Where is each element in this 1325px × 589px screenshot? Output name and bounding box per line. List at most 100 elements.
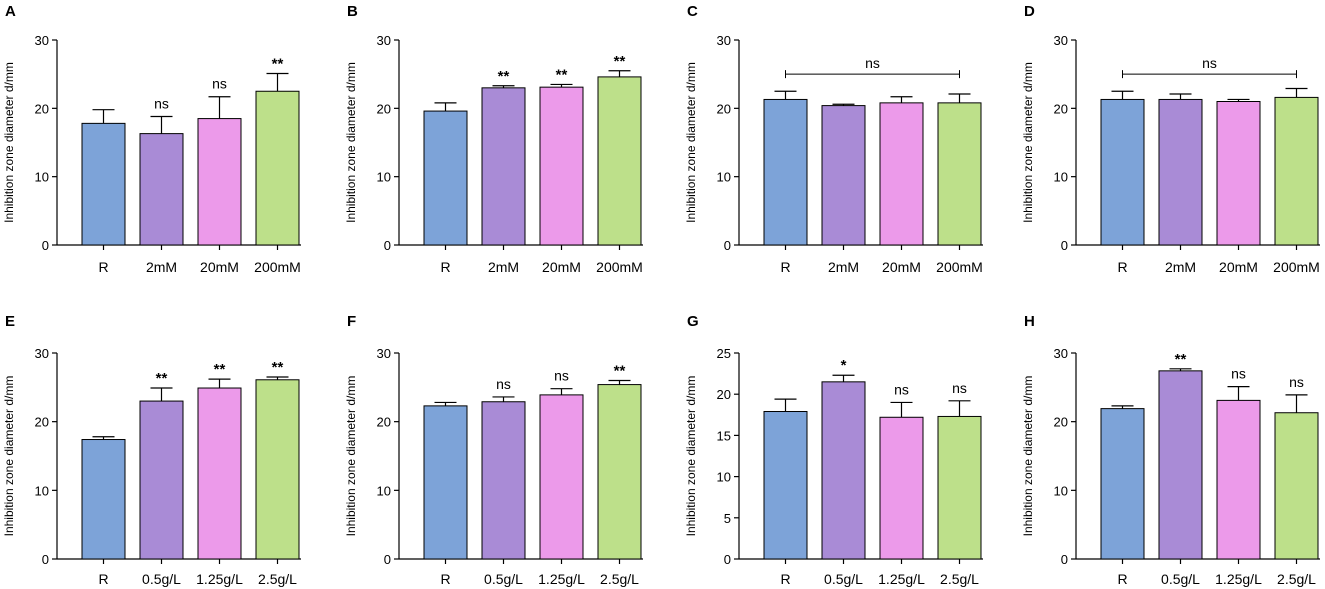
y-axis-label: Inhibition zone diameter d/mm <box>344 62 358 223</box>
significance-label: ns <box>952 380 967 396</box>
y-tick-label: 10 <box>377 170 391 185</box>
x-tick-label: 2mM <box>828 259 859 275</box>
bar <box>481 401 526 560</box>
y-tick-label: 10 <box>35 483 49 498</box>
bar <box>937 102 982 246</box>
significance-label: ** <box>498 68 510 85</box>
bar <box>139 133 184 246</box>
significance-label: ** <box>1175 351 1187 368</box>
significance-label: ns <box>496 376 511 392</box>
y-tick-label: 0 <box>384 238 391 253</box>
y-tick-label: 0 <box>1061 238 1068 253</box>
significance-label: ns <box>554 368 569 384</box>
bar <box>255 90 300 246</box>
y-tick-label: 25 <box>717 346 731 361</box>
panel-letter: F <box>347 313 356 330</box>
x-tick-label: R <box>1117 571 1127 587</box>
significance-label: ns <box>212 76 227 92</box>
y-tick-label: 30 <box>35 346 49 361</box>
y-tick-label: 10 <box>717 470 731 485</box>
bar <box>879 102 924 246</box>
y-tick-label: 20 <box>35 101 49 116</box>
significance-label: ** <box>614 362 626 379</box>
y-tick-label: 10 <box>1054 170 1068 185</box>
y-axis-label: Inhibition zone diameter d/mm <box>684 376 698 537</box>
x-tick-label: 20mM <box>200 259 239 275</box>
x-tick-label: 2mM <box>1165 259 1196 275</box>
y-tick-label: 0 <box>42 552 49 567</box>
bar <box>1216 399 1261 560</box>
y-tick-label: 30 <box>35 33 49 48</box>
bar <box>1158 98 1203 246</box>
significance-label: ns <box>154 96 169 112</box>
bar <box>197 387 242 560</box>
significance-label: ** <box>156 370 168 387</box>
x-tick-label: 200mM <box>596 259 643 275</box>
bar <box>1274 96 1319 246</box>
y-tick-label: 30 <box>377 346 391 361</box>
bar <box>481 87 526 246</box>
y-tick-label: 10 <box>377 483 391 498</box>
x-tick-label: 20mM <box>542 259 581 275</box>
panel-b: B Inhibition zone diameter d/mm 0 10 20 30 R 2m… <box>344 3 643 275</box>
x-tick-label: 20mM <box>882 259 921 275</box>
x-tick-label: R <box>98 259 108 275</box>
x-tick-label: 1.25g/L <box>878 571 925 587</box>
y-tick-label: 20 <box>717 387 731 402</box>
y-tick-label: 30 <box>377 33 391 48</box>
x-tick-label: 2.5g/L <box>600 571 639 587</box>
panel-letter: E <box>5 313 15 330</box>
significance-label: ** <box>614 53 626 70</box>
panel-letter: G <box>687 313 699 330</box>
x-tick-label: 20mM <box>1219 259 1258 275</box>
y-tick-label: 20 <box>1054 101 1068 116</box>
y-axis-label: Inhibition zone diameter d/mm <box>2 376 16 537</box>
y-tick-label: 20 <box>35 415 49 430</box>
panel-letter: D <box>1024 3 1035 20</box>
bar <box>879 416 924 560</box>
significance-label: ns <box>894 381 909 397</box>
panel-d: D Inhibition zone diameter d/mm 0 10 20 30 R 2m… <box>1021 3 1320 275</box>
bar <box>539 86 584 246</box>
x-tick-label: 200mM <box>936 259 983 275</box>
bracket-label: ns <box>1202 55 1217 71</box>
significance-label: ** <box>214 361 226 378</box>
bar <box>139 400 184 560</box>
y-tick-label: 10 <box>717 170 731 185</box>
bar <box>1100 98 1145 246</box>
bar <box>763 411 808 560</box>
significance-label: ** <box>272 55 284 72</box>
x-tick-label: R <box>1117 259 1127 275</box>
x-tick-label: R <box>98 571 108 587</box>
y-tick-label: 20 <box>377 101 391 116</box>
panel-e: E Inhibition zone diameter d/mm 0 10 20 30 R 0.… <box>2 313 301 587</box>
bar <box>821 381 866 560</box>
x-tick-label: 1.25g/L <box>538 571 585 587</box>
y-tick-label: 30 <box>717 33 731 48</box>
bar <box>197 118 242 246</box>
panel-f: F Inhibition zone diameter d/mm 0 10 20 30 R 0.… <box>344 313 643 587</box>
bar <box>539 394 584 560</box>
x-tick-label: 0.5g/L <box>484 571 523 587</box>
y-tick-label: 15 <box>717 428 731 443</box>
bar <box>597 76 642 246</box>
bar <box>1216 101 1261 246</box>
bracket-label: ns <box>865 55 880 71</box>
x-tick-label: 2mM <box>146 259 177 275</box>
x-tick-label: 0.5g/L <box>824 571 863 587</box>
y-tick-label: 0 <box>1061 552 1068 567</box>
y-tick-label: 30 <box>1054 33 1068 48</box>
bar <box>937 415 982 560</box>
y-tick-label: 5 <box>724 511 731 526</box>
x-tick-label: R <box>440 571 450 587</box>
y-axis-label: Inhibition zone diameter d/mm <box>684 62 698 223</box>
y-tick-label: 10 <box>1054 483 1068 498</box>
x-tick-label: 0.5g/L <box>142 571 181 587</box>
panel-letter: C <box>687 3 698 20</box>
bar <box>821 105 866 246</box>
x-tick-label: 2.5g/L <box>940 571 979 587</box>
x-tick-label: R <box>780 571 790 587</box>
panel-letter: A <box>5 3 16 20</box>
y-tick-label: 20 <box>717 101 731 116</box>
